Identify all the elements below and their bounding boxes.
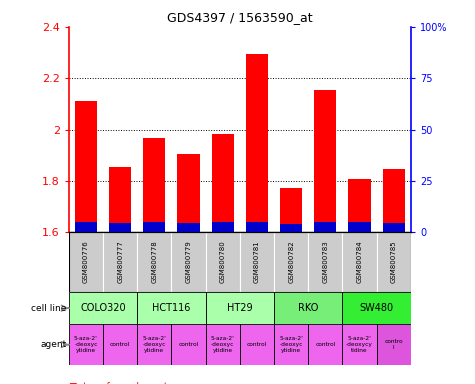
Bar xyxy=(171,324,206,365)
Text: 5-aza-2'
-deoxyc
ytidine: 5-aza-2' -deoxyc ytidine xyxy=(211,336,235,353)
Bar xyxy=(69,324,103,365)
Bar xyxy=(69,232,103,292)
Bar xyxy=(178,154,200,232)
Bar xyxy=(377,324,411,365)
Text: GSM800782: GSM800782 xyxy=(288,241,294,283)
Text: 5-aza-2'
-deoxycy
tidine: 5-aza-2' -deoxycy tidine xyxy=(346,336,373,353)
Bar xyxy=(274,324,308,365)
Bar xyxy=(212,222,234,232)
Bar xyxy=(314,222,336,232)
Bar xyxy=(377,232,411,292)
Title: GDS4397 / 1563590_at: GDS4397 / 1563590_at xyxy=(167,11,313,24)
Text: GSM800781: GSM800781 xyxy=(254,241,260,283)
Bar xyxy=(171,232,206,292)
Text: agent: agent xyxy=(40,340,66,349)
Text: HCT116: HCT116 xyxy=(152,303,190,313)
Bar xyxy=(75,222,97,232)
Bar xyxy=(109,223,131,232)
Text: 5-aza-2'
-deoxyc
ytidine: 5-aza-2' -deoxyc ytidine xyxy=(74,336,98,353)
Text: GSM800778: GSM800778 xyxy=(152,241,157,283)
Text: control: control xyxy=(179,342,199,347)
Bar xyxy=(143,138,165,232)
Text: 5-aza-2'
-deoxyc
ytidine: 5-aza-2' -deoxyc ytidine xyxy=(279,336,303,353)
Text: GSM800783: GSM800783 xyxy=(323,241,328,283)
Text: GSM800784: GSM800784 xyxy=(357,241,362,283)
Bar xyxy=(137,232,171,292)
Bar xyxy=(349,179,370,232)
Bar xyxy=(246,222,268,232)
Bar xyxy=(69,292,137,324)
Bar xyxy=(206,232,240,292)
Bar xyxy=(103,324,137,365)
Text: GSM800779: GSM800779 xyxy=(186,241,191,283)
Text: GSM800780: GSM800780 xyxy=(220,241,226,283)
Bar xyxy=(280,224,302,232)
Text: control: control xyxy=(247,342,267,347)
Text: COLO320: COLO320 xyxy=(80,303,126,313)
Text: control: control xyxy=(315,342,335,347)
Bar xyxy=(143,222,165,232)
Bar xyxy=(383,223,405,232)
Bar xyxy=(75,101,97,232)
Bar xyxy=(240,324,274,365)
Bar xyxy=(206,324,240,365)
Bar xyxy=(280,188,302,232)
Bar xyxy=(246,54,268,232)
Bar xyxy=(109,167,131,232)
Bar xyxy=(314,90,336,232)
Bar xyxy=(103,232,137,292)
Bar xyxy=(342,232,377,292)
Bar xyxy=(206,292,274,324)
Bar xyxy=(383,169,405,232)
Bar xyxy=(342,324,377,365)
Bar xyxy=(342,292,411,324)
Text: SW480: SW480 xyxy=(360,303,394,313)
Text: HT29: HT29 xyxy=(227,303,253,313)
Bar xyxy=(240,232,274,292)
Bar xyxy=(308,232,342,292)
Bar xyxy=(212,134,234,232)
Text: cell line: cell line xyxy=(31,304,66,313)
Text: RKO: RKO xyxy=(298,303,318,313)
Text: GSM800776: GSM800776 xyxy=(83,241,89,283)
Text: GSM800777: GSM800777 xyxy=(117,241,123,283)
Text: control: control xyxy=(110,342,130,347)
Text: contro
l: contro l xyxy=(384,339,403,350)
Bar xyxy=(349,222,370,232)
Text: 5-aza-2'
-deoxyc
ytidine: 5-aza-2' -deoxyc ytidine xyxy=(142,336,166,353)
Text: GSM800785: GSM800785 xyxy=(391,241,397,283)
Text: ■  transformed count: ■ transformed count xyxy=(69,382,167,384)
Bar xyxy=(308,324,342,365)
Bar xyxy=(137,324,171,365)
Bar xyxy=(274,232,308,292)
Bar xyxy=(137,292,206,324)
Bar xyxy=(274,292,342,324)
Bar xyxy=(178,223,200,232)
